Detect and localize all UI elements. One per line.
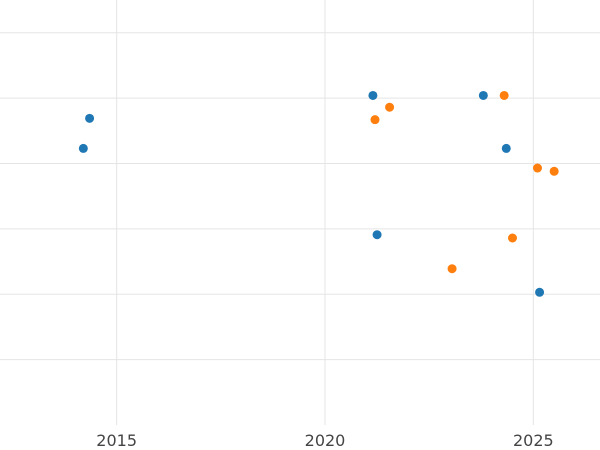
series-orange-point-2	[447, 264, 457, 274]
series-blue-point-5	[501, 143, 511, 153]
x-tick-label-2020: 2020	[305, 431, 346, 450]
series-blue-point-3	[372, 230, 382, 240]
series-orange-point-0	[370, 115, 380, 125]
x-tick-label-2015: 2015	[96, 431, 137, 450]
series-blue-point-0	[78, 143, 88, 153]
data-points	[78, 90, 559, 297]
series-blue-point-6	[535, 287, 545, 297]
series-orange-point-3	[499, 90, 509, 100]
series-orange-point-5	[533, 163, 542, 173]
series-blue-point-4	[478, 90, 488, 100]
series-blue-point-2	[368, 90, 378, 100]
series-orange-point-1	[385, 102, 395, 112]
series-orange-point-6	[549, 166, 559, 176]
x-tick-labels: 2015 2020 2025	[96, 431, 553, 450]
series-blue-point-1	[85, 113, 95, 123]
y-gridlines	[0, 32, 600, 361]
series-orange-point-4	[508, 233, 517, 243]
x-tick-label-2025: 2025	[513, 431, 554, 450]
x-gridlines	[116, 0, 534, 425]
